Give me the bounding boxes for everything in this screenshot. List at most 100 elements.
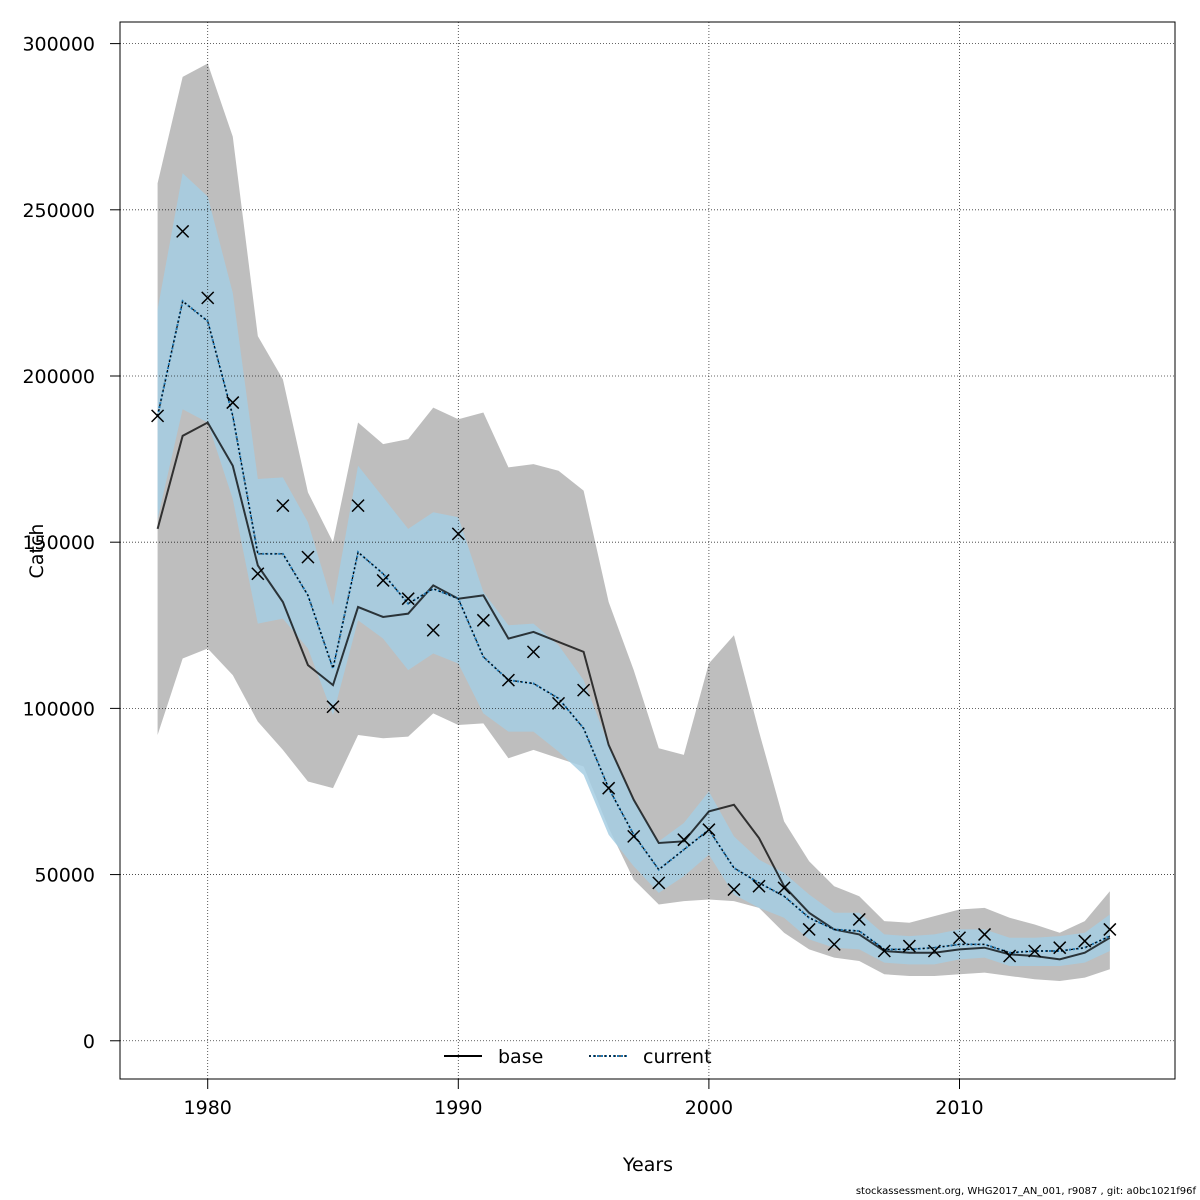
obs-stroke <box>526 645 541 659</box>
obs-point-1986 <box>351 499 365 513</box>
obs-point-1983 <box>276 499 290 513</box>
obs-stroke <box>401 592 415 606</box>
obs-point-1980 <box>201 291 215 305</box>
obs-stroke <box>577 683 591 697</box>
axes: 1980 1990 2000 2010 0 50000 100000 150000 200000… <box>22 34 983 1119</box>
obs-stroke <box>1028 944 1042 958</box>
obs-stroke <box>952 931 967 945</box>
obs-stroke <box>802 922 816 936</box>
obs-point-1985 <box>326 700 340 714</box>
plot-frame <box>119 21 1176 1080</box>
legend: base current <box>444 1046 712 1068</box>
obs-point-2008 <box>902 939 916 953</box>
obs-point-1988 <box>401 592 415 606</box>
y-axis-title: Catch <box>26 524 48 579</box>
obs-point-1989 <box>426 623 440 637</box>
obs-point-1995 <box>577 683 591 697</box>
obs-point-1987 <box>376 573 390 587</box>
obs-stroke <box>1003 949 1017 963</box>
confidence-bands <box>157 63 1110 981</box>
obs-point-1998 <box>652 876 666 890</box>
obs-stroke <box>902 939 916 953</box>
obs-point-1991 <box>476 613 490 627</box>
obs-stroke <box>151 409 165 423</box>
obs-point-2016 <box>1103 922 1117 936</box>
x-tick-label-2010: 2010 <box>935 1097 983 1119</box>
obs-point-2003 <box>777 881 791 895</box>
obs-point-2009 <box>927 944 941 958</box>
band-current <box>157 173 1110 966</box>
legend-base-label: base <box>498 1046 543 1068</box>
obs-point-1979 <box>176 224 190 238</box>
obs-point-2015 <box>1078 934 1092 948</box>
obs-point-2000 <box>702 823 716 837</box>
obs-stroke <box>627 829 641 843</box>
obs-stroke <box>226 396 240 410</box>
obs-stroke <box>1103 922 1117 936</box>
y-tick-label-250000: 250000 <box>22 200 95 222</box>
y-tick-label-100000: 100000 <box>22 698 95 720</box>
obs-point-2010 <box>952 931 967 945</box>
obs-point-2007 <box>877 944 891 958</box>
x-tick-label-1990: 1990 <box>434 1097 482 1119</box>
obs-point-2013 <box>1028 944 1042 958</box>
obs-stroke <box>276 499 290 513</box>
obs-stroke <box>426 623 440 637</box>
grid-lines <box>120 22 1175 1079</box>
obs-point-1984 <box>301 550 315 564</box>
obs-stroke <box>852 912 866 926</box>
legend-current-label: current <box>643 1046 712 1068</box>
obs-point-2011 <box>978 927 992 941</box>
obs-point-1981 <box>226 396 240 410</box>
obs-point-2004 <box>802 922 816 936</box>
obs-point-1999 <box>677 833 691 847</box>
obs-stroke <box>251 567 265 581</box>
obs-point-1993 <box>526 645 541 659</box>
obs-stroke <box>827 937 841 951</box>
obs-stroke <box>501 673 515 687</box>
obs-point-2002 <box>752 879 766 893</box>
obs-point-2012 <box>1003 949 1017 963</box>
x-tick-label-2000: 2000 <box>685 1097 733 1119</box>
obs-stroke <box>351 499 365 513</box>
obs-point-2006 <box>852 912 866 926</box>
obs-point-2014 <box>1053 941 1067 955</box>
y-tick-label-0: 0 <box>83 1031 95 1053</box>
obs-point-2005 <box>827 937 841 951</box>
obs-stroke <box>376 573 390 587</box>
obs-stroke <box>752 879 766 893</box>
obs-stroke <box>702 823 716 837</box>
obs-point-1978 <box>151 409 165 423</box>
series-lines <box>156 299 1111 961</box>
obs-stroke <box>326 700 340 714</box>
obs-stroke <box>777 881 791 895</box>
obs-stroke <box>201 291 215 305</box>
obs-stroke <box>552 696 566 710</box>
source-note: stockassessment.org, WHG2017_AN_001, r90… <box>855 1186 1196 1197</box>
line-base <box>156 421 1111 961</box>
obs-point-2001 <box>727 883 741 897</box>
obs-stroke <box>1078 934 1092 948</box>
obs-stroke <box>301 550 315 564</box>
obs-stroke <box>476 613 490 627</box>
line-current <box>156 299 1111 954</box>
obs-stroke <box>727 883 741 897</box>
obs-stroke <box>978 927 992 941</box>
obs-stroke <box>602 781 616 795</box>
obs-stroke <box>927 944 941 958</box>
obs-point-1996 <box>602 781 616 795</box>
y-tick-label-150000: 150000 <box>22 532 95 554</box>
x-axis-title: Years <box>622 1154 673 1176</box>
obs-stroke <box>877 944 891 958</box>
obs-stroke <box>677 833 691 847</box>
obs-point-1982 <box>251 567 265 581</box>
obs-point-1994 <box>552 696 566 710</box>
y-tick-label-50000: 50000 <box>35 865 95 887</box>
y-tick-label-300000: 300000 <box>22 34 95 56</box>
obs-stroke <box>652 876 666 890</box>
obs-point-1990 <box>451 527 465 541</box>
line-current-overlay <box>157 300 1111 954</box>
obs-stroke <box>176 224 190 238</box>
observation-markers <box>151 224 1117 963</box>
